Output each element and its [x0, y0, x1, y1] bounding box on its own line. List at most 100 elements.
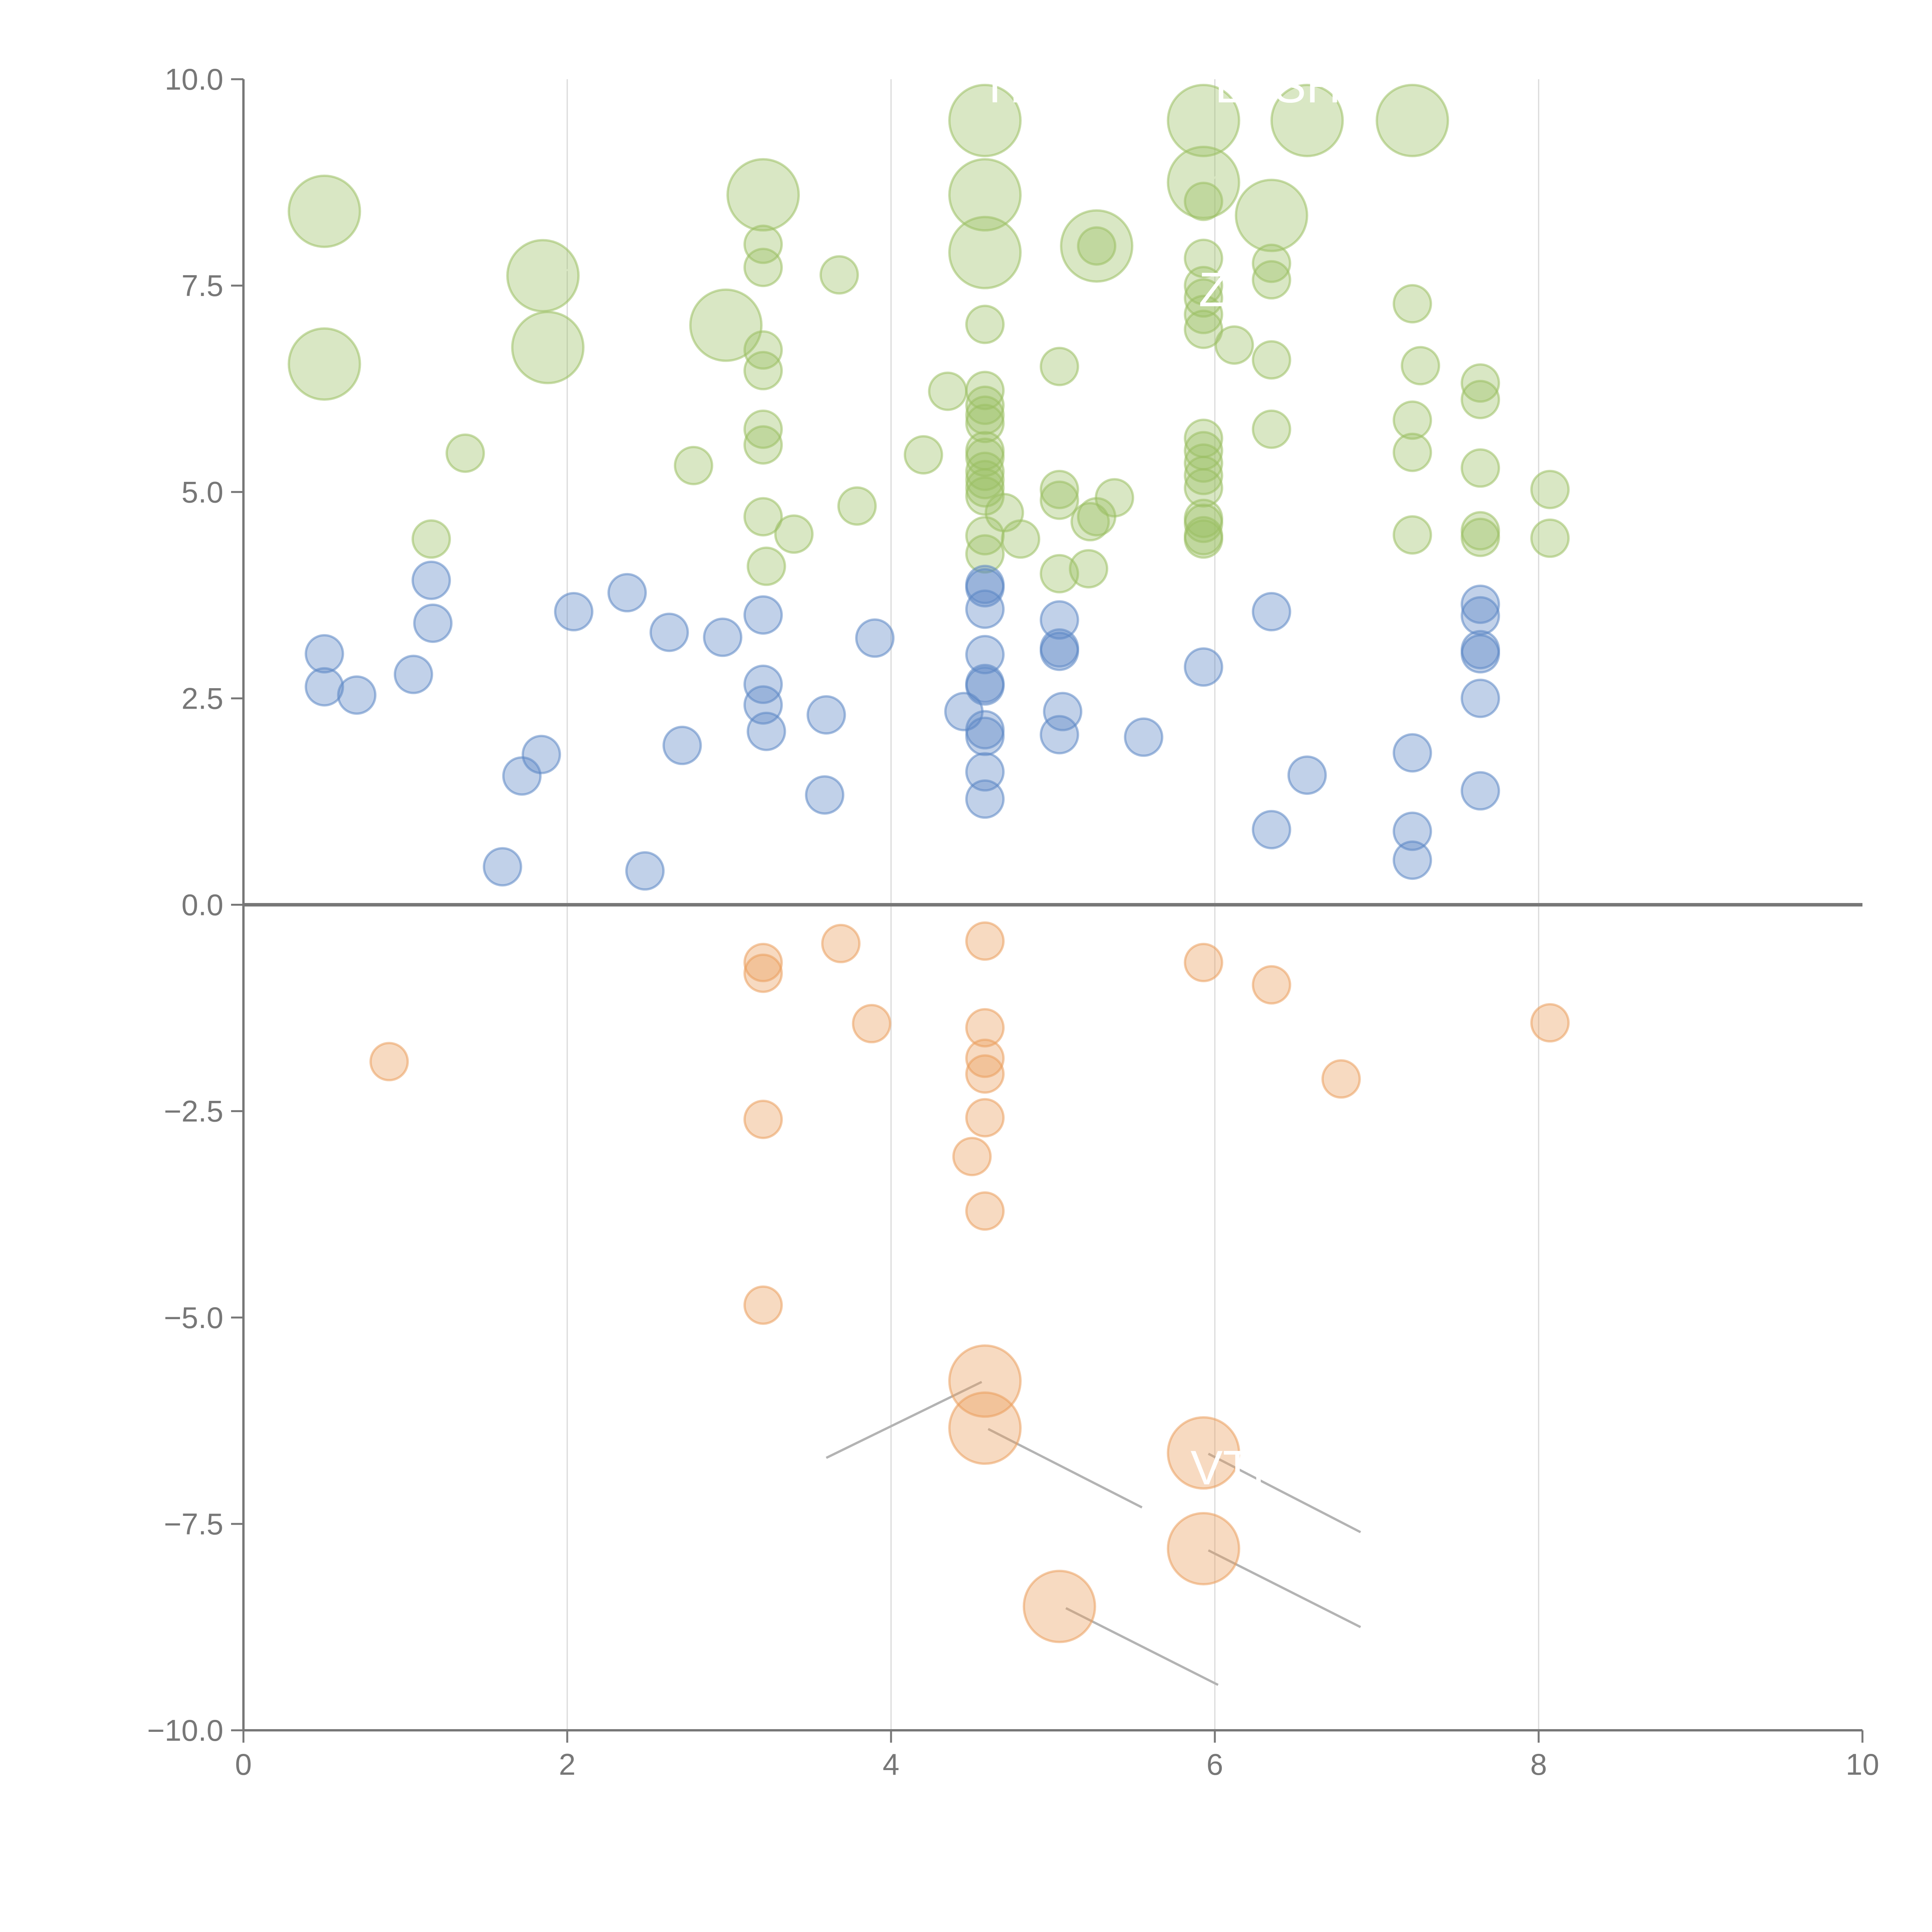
- y-tick-label: −10.0: [147, 1713, 223, 1747]
- bubble-point: [743, 497, 783, 537]
- bubble-point: [1530, 1003, 1570, 1043]
- bubble-point: [1393, 515, 1432, 555]
- bubble-point: [1401, 346, 1440, 386]
- bubble-point: [965, 635, 1005, 675]
- bubble-point: [554, 592, 594, 632]
- bubble-point: [1184, 503, 1223, 543]
- x-tick-label: 4: [883, 1747, 899, 1781]
- bubble-point: [1461, 596, 1500, 636]
- bubble-point: [1461, 517, 1500, 557]
- series-green: [287, 83, 1570, 594]
- bubble-point: [1077, 226, 1117, 266]
- bubble-point: [1022, 1570, 1096, 1643]
- bubble-point: [743, 330, 783, 370]
- bubble-point: [903, 435, 943, 475]
- bubble-point: [1252, 592, 1291, 632]
- x-tick-label: 8: [1530, 1747, 1547, 1781]
- bubble-point: [965, 1098, 1005, 1138]
- bubble-point: [965, 1008, 1005, 1048]
- bubble-point: [965, 589, 1005, 629]
- leader-line: [1150, 115, 1199, 122]
- bubble-point: [948, 1391, 1022, 1465]
- bubble-point: [965, 752, 1005, 792]
- overlay-label: TH: [980, 59, 1044, 113]
- bubble-point: [726, 158, 800, 232]
- bubble-point: [747, 711, 786, 751]
- bubble-point: [743, 1099, 783, 1139]
- y-tick-label: −7.5: [164, 1507, 223, 1541]
- leader-line: [721, 325, 727, 360]
- bubble-point: [1376, 83, 1449, 157]
- bubble-point: [304, 634, 344, 674]
- bubble-point: [948, 1344, 1022, 1418]
- bubble-point: [1393, 400, 1432, 440]
- bubble-point: [1001, 519, 1041, 559]
- leader-line: [1208, 153, 1248, 184]
- series-orange: [369, 921, 1570, 1643]
- bubble-point: [1184, 647, 1223, 687]
- bubble-point: [1252, 409, 1291, 449]
- bubble-point: [965, 395, 1005, 435]
- bubble-point: [1039, 347, 1079, 386]
- y-tick-label: −2.5: [164, 1094, 223, 1128]
- bubble-point: [703, 617, 743, 657]
- leader-line: [1096, 248, 1119, 278]
- bubble-point: [1393, 811, 1432, 851]
- overlay-label: VTH: [1190, 1441, 1287, 1495]
- bubble-point: [774, 514, 814, 554]
- bubble-point: [1184, 238, 1223, 278]
- bubble-point: [743, 425, 783, 465]
- leader-line: [1208, 1549, 1361, 1628]
- bubble-point: [965, 1191, 1005, 1231]
- bubble-point: [1461, 771, 1500, 811]
- bubble-point: [1039, 469, 1079, 509]
- bubble-point: [625, 851, 665, 891]
- overlay-label: LASH: [1215, 59, 1341, 113]
- x-tick-label: 2: [559, 1747, 575, 1781]
- x-tick-label: 6: [1206, 1747, 1223, 1781]
- bubble-point: [1039, 631, 1079, 671]
- bubble-point: [965, 403, 1005, 443]
- bubble-point: [1184, 294, 1223, 334]
- bubble-point: [1069, 549, 1109, 588]
- bubble-point: [948, 83, 1022, 157]
- bubble-point: [1461, 363, 1500, 403]
- bubble-point: [837, 486, 877, 526]
- bubble-point: [1039, 600, 1079, 640]
- leader-layer: [327, 111, 1490, 1686]
- bubble-point: [805, 775, 845, 815]
- bubble-point: [747, 546, 786, 586]
- bubble-point: [1252, 243, 1291, 283]
- bubble-point: [1095, 478, 1134, 518]
- overlay-layer: TH LASH ZL VTH: [980, 59, 1341, 1495]
- bubble-point: [1530, 469, 1570, 509]
- bubble-point: [821, 923, 861, 963]
- bubble-point: [1252, 965, 1291, 1005]
- leader-line: [1208, 1452, 1361, 1533]
- y-tick-label: 5.0: [182, 475, 223, 509]
- bubble-point: [1461, 679, 1500, 718]
- bubble-point: [412, 560, 451, 600]
- bubble-point: [1235, 179, 1308, 252]
- bubble-point: [393, 655, 433, 694]
- bubble-point: [965, 568, 1005, 608]
- bubble-point: [1461, 448, 1500, 488]
- leader-line: [729, 185, 762, 194]
- bubble-point: [337, 675, 377, 715]
- y-tick-label: −5.0: [164, 1301, 223, 1335]
- bubble-point: [511, 311, 585, 384]
- bubble-point: [1184, 182, 1223, 221]
- leader-line: [947, 184, 982, 194]
- bubble-point: [1167, 83, 1240, 157]
- bubble-point: [1393, 284, 1432, 324]
- bubble-point: [521, 735, 561, 774]
- y-tick-label: 2.5: [182, 681, 223, 715]
- leader-line: [543, 268, 576, 274]
- bubble-point: [483, 847, 522, 887]
- bubble-point: [1039, 554, 1079, 594]
- bubble-point: [413, 603, 453, 643]
- bubble-point: [965, 437, 1005, 477]
- bubble-point: [743, 595, 783, 635]
- axes-layer: 0 2 4 6 8 10 10.0 7.5 5.0 2.5 0.0 −2.5 −5.0 −7.5 −10.0: [147, 62, 1879, 1781]
